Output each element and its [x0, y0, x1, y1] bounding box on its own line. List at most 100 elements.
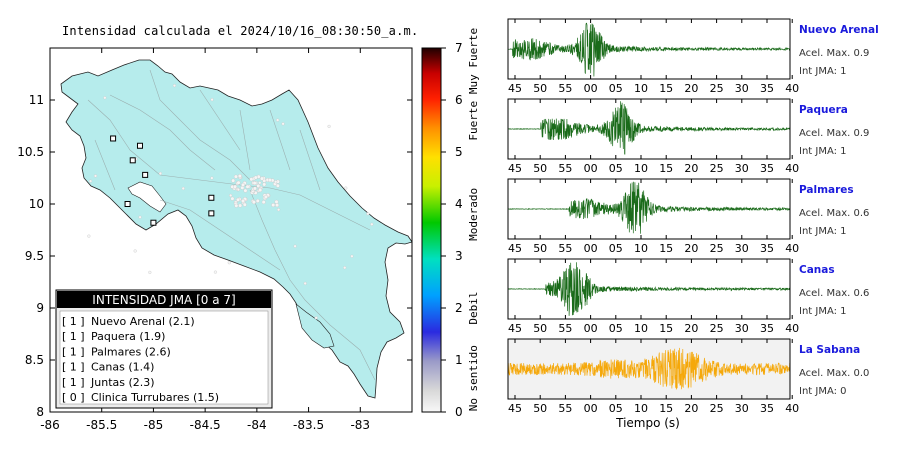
- time-tick-label: 55: [558, 402, 572, 415]
- town-dot: [138, 215, 142, 219]
- waveform-trace: [507, 101, 791, 155]
- town-dot: [229, 193, 233, 197]
- jma-intensity-label: Int JMA: 1: [799, 226, 847, 237]
- seismogram-la-sabana: 45 50 55 00 05 10 15 20 25 30 35 40 La Sabana Acel. M…: [507, 338, 869, 415]
- lat-tick-label: 10.5: [17, 145, 44, 159]
- colorbar-tick-label: 2: [455, 301, 463, 315]
- waveform-trace: [507, 22, 791, 77]
- town-dot: [210, 176, 214, 180]
- lon-tick-label: -85: [144, 418, 164, 432]
- time-tick-label: 15: [659, 242, 673, 255]
- station-markers: [110, 135, 215, 226]
- intensity-colorbar: 0 1 2 3 4 5 6 7 No sentido Debil Moderado Fuerte Mu…: [421, 28, 480, 419]
- seismogram-frame: [507, 98, 791, 160]
- lon-tick-label: -83: [350, 418, 370, 432]
- station-marker: [208, 210, 215, 217]
- time-tick-label: 25: [710, 322, 724, 335]
- jma-intensity-label: Int JMA: 1: [799, 306, 847, 317]
- lon-tick-label: -84: [247, 418, 267, 432]
- legend-item-level: [ 1 ]: [62, 315, 85, 328]
- time-tick-label: 40: [785, 242, 799, 255]
- town-dot: [314, 316, 318, 320]
- time-tick-label: 05: [609, 82, 623, 95]
- town-dot: [233, 174, 238, 179]
- waveform-trace: [507, 181, 791, 234]
- lat-tick-label: 8: [36, 405, 44, 419]
- nicoya-gulf-water: [127, 181, 167, 213]
- legend-item-name: Palmares (2.6): [91, 345, 171, 358]
- time-tick-label: 15: [659, 322, 673, 335]
- time-tick-label: 15: [659, 82, 673, 95]
- station-marker: [208, 194, 215, 201]
- town-dot: [236, 197, 240, 202]
- town-dot: [274, 180, 278, 184]
- station-name-label: Paquera: [799, 104, 848, 116]
- town-dot: [252, 186, 257, 191]
- legend-item-level: [ 1 ]: [62, 345, 85, 358]
- colorbar-category-label: No sentido: [467, 345, 480, 411]
- time-tick-label: 00: [584, 402, 598, 415]
- colorbar-category-label: Muy Fuerte: [467, 28, 480, 94]
- costa-rica-landmass: [60, 59, 412, 399]
- time-tick-label: 45: [508, 82, 522, 95]
- legend-item-name: Paquera (1.9): [91, 330, 165, 343]
- time-axis-label: Tiempo (s): [615, 416, 680, 430]
- colorbar-tick-label: 5: [455, 145, 463, 159]
- legend-item-name: Nuevo Arenal (2.1): [91, 315, 195, 328]
- lon-tick-label: -84.5: [190, 418, 221, 432]
- lon-tick-label: -85.5: [86, 418, 117, 432]
- time-tick-label: 25: [710, 162, 724, 175]
- time-tick-label: 40: [785, 162, 799, 175]
- town-dot: [343, 266, 347, 270]
- time-tick-label: 20: [684, 322, 698, 335]
- time-tick-label: 50: [533, 242, 547, 255]
- time-tick-label: 30: [735, 402, 749, 415]
- town-dot: [172, 84, 177, 88]
- town-dot: [181, 186, 185, 191]
- legend-header-bar: [57, 291, 271, 308]
- time-tick-label: 10: [634, 322, 648, 335]
- time-tick-label: 35: [760, 322, 774, 335]
- road-network: [87, 69, 376, 381]
- waveform-trace: [507, 347, 791, 390]
- time-tick-label: 00: [584, 82, 598, 95]
- town-dot: [230, 196, 235, 201]
- town-dot: [293, 244, 297, 248]
- town-dot: [233, 184, 238, 189]
- colorbar-category-label: Fuerte: [467, 101, 480, 141]
- legend-item-name: Canas (1.4): [91, 361, 154, 374]
- town-dot: [93, 174, 98, 178]
- town-dot: [236, 180, 241, 185]
- time-tick-label: 05: [609, 162, 623, 175]
- town-dot: [158, 171, 162, 175]
- seismogram-palmares: 45 50 55 00 05 10 15 20 25 30 35 40 Palmares Acel. Ma…: [507, 178, 869, 255]
- time-tick-label: 10: [634, 242, 648, 255]
- colorbar-category-label: Debil: [467, 291, 480, 324]
- station-marker: [150, 219, 157, 226]
- time-tick-label: 45: [508, 162, 522, 175]
- legend-item-level: [ 1 ]: [62, 361, 85, 374]
- town-dot: [260, 176, 264, 181]
- longitude-axis: -86 -85.5 -85 -84.5 -84 -83.5 -83: [40, 48, 370, 432]
- town-dot: [234, 203, 239, 208]
- time-tick-label: 35: [760, 242, 774, 255]
- town-dot: [255, 198, 260, 203]
- latitude-axis: 8 8.5 9 9.5 10 10.5 11: [17, 93, 412, 419]
- town-dot: [281, 122, 285, 126]
- time-tick-label: 15: [659, 162, 673, 175]
- max-accel-label: Acel. Max. 0.0: [799, 368, 869, 379]
- colorbar-tick-label: 6: [455, 93, 463, 107]
- town-dot: [327, 124, 331, 128]
- colorbar-tick-label: 0: [455, 405, 463, 419]
- town-dot: [261, 200, 266, 205]
- time-tick-label: 50: [533, 402, 547, 415]
- lat-tick-label: 10: [29, 197, 44, 211]
- seismogram-frame: [507, 18, 791, 80]
- time-tick-label: 50: [533, 82, 547, 95]
- town-dot: [263, 194, 268, 199]
- jma-intensity-label: Int JMA: 0: [799, 386, 847, 397]
- time-tick-label: 45: [508, 242, 522, 255]
- time-tick-label: 05: [609, 242, 623, 255]
- lon-tick-label: -86: [40, 418, 60, 432]
- lat-tick-label: 11: [29, 93, 44, 107]
